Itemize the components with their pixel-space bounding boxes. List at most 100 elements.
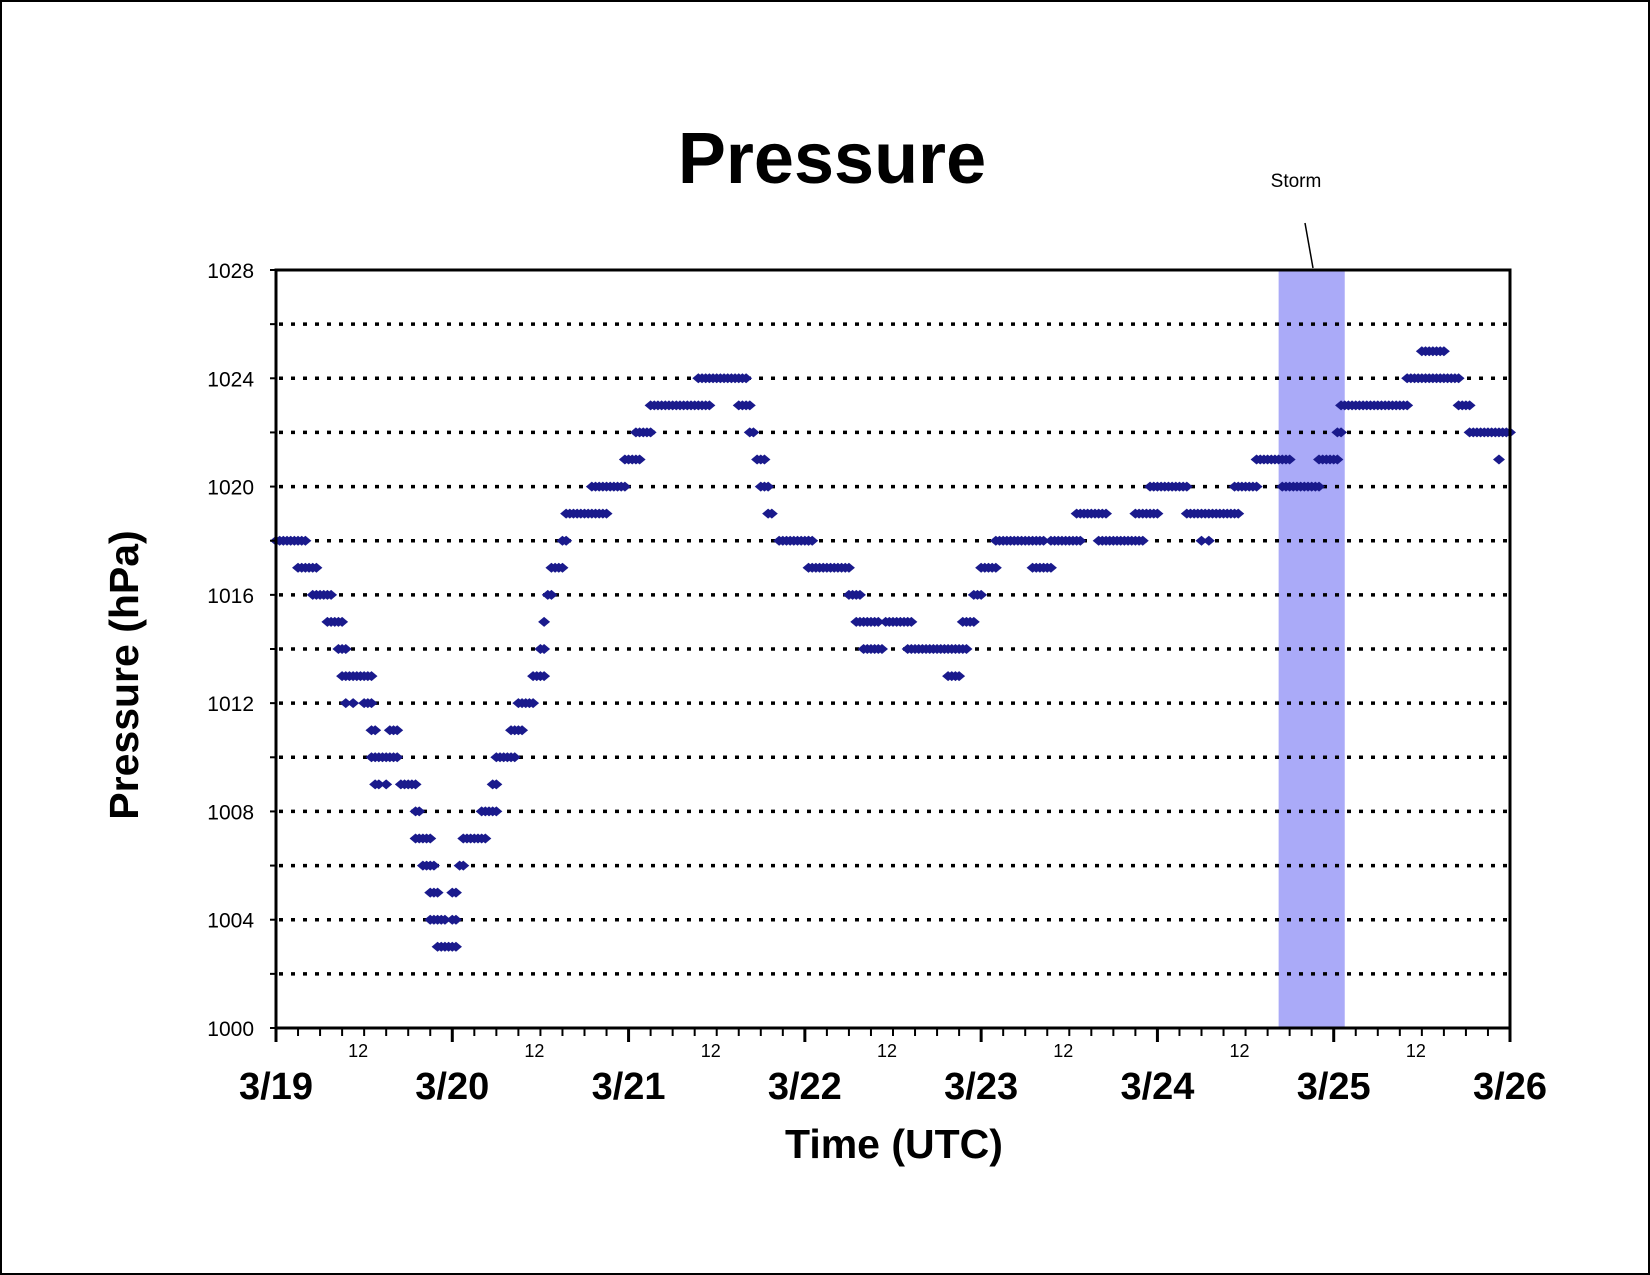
data-point — [560, 535, 573, 546]
data-point — [369, 725, 382, 736]
y-tick-label: 1012 — [207, 693, 254, 716]
data-point — [853, 589, 866, 600]
data-point — [372, 779, 385, 790]
data-point — [905, 616, 918, 627]
data-point — [960, 644, 973, 654]
axes: 1000 1004 1008 1012 1016 1020 1024 1028 12 12 12 12… — [207, 260, 1547, 1108]
data-point — [644, 427, 657, 438]
storm-label: Storm — [1271, 171, 1322, 192]
data-point — [438, 914, 451, 925]
y-tick-label: 1020 — [207, 477, 254, 500]
data-point — [618, 481, 631, 492]
data-point — [953, 671, 966, 682]
data-point — [380, 779, 393, 790]
data-point — [310, 562, 323, 573]
data-point — [747, 427, 760, 438]
data-point — [875, 644, 888, 654]
data-point — [339, 698, 352, 709]
data-point — [989, 562, 1002, 573]
y-tick-label: 1008 — [207, 801, 254, 824]
data-point — [490, 806, 503, 817]
y-tick-label: 1000 — [207, 1018, 254, 1041]
chart-title: Pressure — [678, 119, 986, 199]
data-point — [527, 698, 540, 709]
x-day-label: 3/25 — [1297, 1066, 1371, 1108]
x-day-label: 3/19 — [239, 1066, 313, 1108]
data-point — [1151, 508, 1164, 519]
data-point — [325, 589, 338, 600]
data-point — [538, 644, 551, 654]
x-midday-label: 12 — [877, 1041, 897, 1061]
y-tick-label: 1004 — [207, 910, 254, 933]
data-point — [545, 589, 558, 600]
x-midday-label: 12 — [524, 1041, 544, 1061]
data-point — [802, 535, 815, 546]
y-tick-label: 1028 — [207, 260, 254, 283]
data-point — [424, 833, 437, 844]
data-point — [1136, 535, 1149, 546]
x-axis-label: Time (UTC) — [785, 1121, 1003, 1167]
data-point — [1180, 481, 1193, 492]
x-day-label: 3/20 — [415, 1066, 489, 1108]
data-point — [391, 725, 404, 736]
data-point — [299, 535, 312, 546]
data-point — [1100, 508, 1113, 519]
data-point — [967, 616, 980, 627]
data-point — [508, 752, 521, 763]
data-point — [1331, 454, 1344, 465]
data-point — [365, 671, 378, 682]
data-point — [431, 887, 444, 898]
data-point — [762, 481, 775, 492]
x-midday-label: 12 — [348, 1041, 368, 1061]
data-point — [1463, 400, 1476, 411]
data-point — [1074, 535, 1087, 546]
gridlines — [279, 322, 1507, 976]
data-point — [600, 508, 613, 519]
data-point — [1044, 562, 1057, 573]
x-midday-label: 12 — [1230, 1041, 1250, 1061]
x-day-label: 3/26 — [1473, 1066, 1547, 1108]
data-point — [975, 589, 988, 600]
x-midday-label: 12 — [1053, 1041, 1073, 1061]
data-point — [1492, 454, 1505, 465]
data-point — [409, 779, 422, 790]
data-point — [740, 373, 753, 384]
storm-annotation: Storm — [1271, 171, 1345, 1028]
data-point — [1250, 481, 1263, 492]
x-day-label: 3/21 — [592, 1066, 666, 1108]
data-point — [1401, 400, 1414, 411]
data-point — [842, 562, 855, 573]
data-point — [336, 616, 349, 627]
data-point — [479, 833, 492, 844]
data-point — [1202, 535, 1215, 546]
data-point — [758, 454, 771, 465]
data-point — [347, 698, 360, 709]
data-point — [1232, 508, 1245, 519]
data-point — [538, 616, 551, 627]
x-day-label: 3/23 — [944, 1066, 1018, 1108]
data-point — [391, 752, 404, 763]
data-point — [556, 562, 569, 573]
storm-callout-line — [1304, 222, 1314, 269]
data-point — [1037, 535, 1050, 546]
data-point — [365, 698, 378, 709]
data-point — [765, 508, 778, 519]
y-tick-label: 1016 — [207, 585, 254, 608]
data-point — [703, 400, 716, 411]
data-point — [449, 914, 462, 925]
data-point — [1283, 454, 1296, 465]
data-point — [1313, 481, 1326, 492]
data-point — [413, 806, 426, 817]
y-tick-label: 1024 — [207, 368, 254, 391]
data-point — [1437, 346, 1450, 357]
data-point — [449, 941, 462, 952]
data-point — [872, 616, 885, 627]
x-midday-label: 12 — [1406, 1041, 1426, 1061]
data-point — [538, 671, 551, 682]
data-point — [427, 860, 440, 871]
data-point — [457, 860, 470, 871]
y-axis-label: Pressure (hPa) — [101, 530, 147, 819]
data-point — [339, 644, 352, 654]
